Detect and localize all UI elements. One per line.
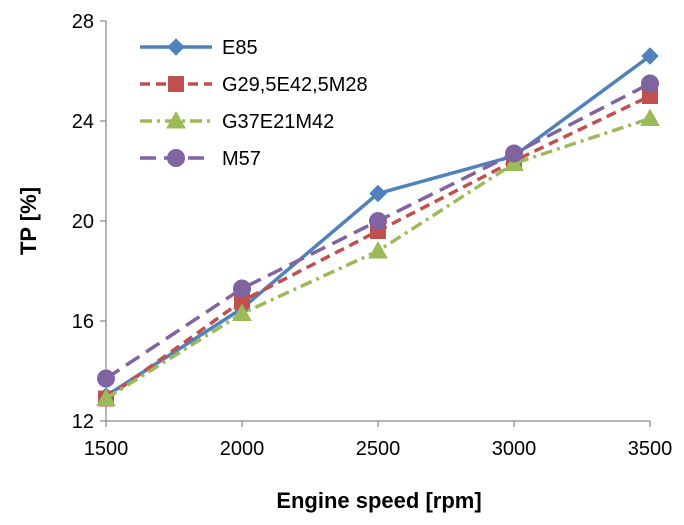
x-tick-label: 3500 xyxy=(628,438,673,460)
series-layer xyxy=(96,47,660,407)
legend-label: G29,5E42,5M28 xyxy=(222,74,368,96)
series-4 xyxy=(97,74,659,388)
legend-item: E85 xyxy=(140,37,258,59)
x-tick-label: 2500 xyxy=(356,438,401,460)
data-point xyxy=(640,108,660,126)
series-3 xyxy=(96,108,660,406)
data-point xyxy=(97,369,115,388)
x-axis-title: Engine speed [rpm] xyxy=(276,488,481,513)
legend-marker xyxy=(166,110,186,129)
y-tick-label: 16 xyxy=(72,311,94,333)
x-tick-label: 2000 xyxy=(220,438,265,460)
legend-item: G29,5E42,5M28 xyxy=(140,74,368,96)
legend-marker xyxy=(167,38,185,56)
data-point xyxy=(233,279,251,298)
y-tick-label: 24 xyxy=(72,111,94,133)
legend-label: E85 xyxy=(222,37,258,59)
data-point xyxy=(505,144,523,163)
data-point xyxy=(232,303,252,321)
y-tick-label: 20 xyxy=(72,211,94,233)
data-point xyxy=(641,47,659,65)
legend-item: M57 xyxy=(140,148,261,170)
y-tick-label: 28 xyxy=(72,11,94,33)
legend-item: G37E21M42 xyxy=(140,110,334,133)
x-tick-label: 1500 xyxy=(84,438,129,460)
legend-marker xyxy=(167,149,185,167)
y-axis-title: TP [%] xyxy=(16,187,41,255)
legend-label: G37E21M42 xyxy=(222,111,334,133)
y-tick-label: 12 xyxy=(72,411,94,433)
legend: E85 G29,5E42,5M28 G37E21M42 M57 xyxy=(140,37,368,170)
axes: 12 16 20 24 28 1500 2000 2500 3000 3500 xyxy=(72,11,673,460)
data-point xyxy=(369,212,387,230)
data-point xyxy=(641,74,659,93)
data-point xyxy=(96,388,116,406)
x-tick-label: 3000 xyxy=(492,438,537,460)
legend-marker xyxy=(168,76,184,92)
data-point xyxy=(368,240,388,259)
legend-label: M57 xyxy=(222,148,261,170)
data-point xyxy=(369,184,387,203)
